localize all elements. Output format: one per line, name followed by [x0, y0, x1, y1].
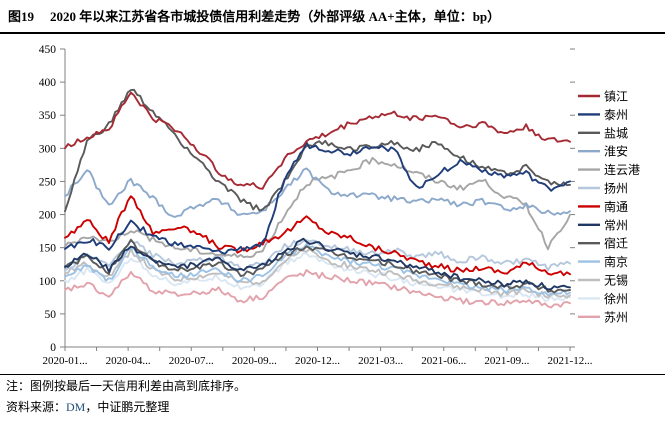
series-line [64, 141, 571, 255]
series-line [64, 88, 571, 213]
legend-item: 常州 [578, 218, 628, 232]
y-tick-label: 200 [39, 210, 57, 222]
legend-item: 镇江 [578, 90, 628, 104]
series-line [64, 269, 571, 309]
x-tick-label: 2021-03... [358, 355, 403, 367]
legend-label: 南通 [604, 199, 628, 214]
figure-title: 图19 2020 年以来江苏省各市城投债信用利差走势（外部评级 AA+主体，单位：… [0, 0, 665, 29]
legend-item: 连云港 [578, 162, 640, 177]
legend-item: 泰州 [578, 108, 628, 122]
legend-item: 淮安 [578, 144, 628, 159]
x-tick-label: 2020-09... [232, 355, 277, 367]
source-rest: ，中证鹏元整理 [85, 400, 170, 414]
source-link: DM [66, 400, 86, 414]
legend-item: 宿迁 [578, 236, 628, 251]
legend-item: 无锡 [578, 273, 628, 288]
legend-item: 扬州 [578, 181, 628, 196]
x-tick-label: 2020-04... [106, 355, 151, 367]
figure-number: 图19 [8, 9, 35, 24]
y-tick-label: 0 [50, 342, 56, 354]
chart-note: 注：图例按最后一天信用利差由高到底排序。 [6, 379, 247, 393]
y-tick-label: 450 [39, 44, 57, 56]
source-note: 资料来源：DM，中证鹏元整理 [0, 396, 665, 417]
legend-item: 南通 [578, 199, 628, 214]
legend-label: 苏州 [604, 310, 628, 324]
source-prefix: 资料来源： [6, 400, 67, 414]
legend-item: 苏州 [578, 310, 628, 324]
x-tick-label: 2020-01... [43, 355, 88, 367]
y-tick-label: 250 [39, 176, 57, 188]
legend-label: 无锡 [604, 273, 628, 288]
legend-label: 南京 [604, 254, 628, 269]
legend-item: 徐州 [578, 291, 628, 306]
legend-item: 南京 [578, 254, 628, 269]
notes-divider [0, 374, 665, 375]
legend-label: 泰州 [604, 108, 628, 122]
legend-label: 常州 [604, 218, 628, 232]
legend-label: 徐州 [604, 291, 628, 306]
series-line [64, 167, 571, 218]
legend-label: 连云港 [604, 162, 640, 177]
legend-label: 盐城 [604, 126, 628, 140]
series-line [64, 237, 571, 291]
legend-item: 盐城 [578, 126, 628, 140]
figure-title-text: 2020 年以来江苏省各市城投债信用利差走势（外部评级 AA+主体，单位：bp） [50, 9, 501, 24]
legend-label: 淮安 [604, 144, 628, 159]
x-tick-label: 2021-09... [484, 355, 529, 367]
legend-label: 扬州 [604, 181, 628, 196]
x-tick-label: 2020-07... [169, 355, 214, 367]
x-tick-label: 2021-06... [421, 355, 466, 367]
y-tick-label: 350 [39, 110, 57, 122]
legend-label: 镇江 [604, 90, 628, 104]
title-divider [0, 32, 665, 34]
series-line [64, 195, 571, 277]
y-tick-label: 300 [39, 143, 57, 155]
y-tick-label: 100 [39, 276, 57, 288]
spread-chart: 0 50 100 150 200 250 300 350 400 450 2020-01... 202… [39, 44, 640, 367]
series-line [64, 247, 571, 299]
y-tick-label: 50 [45, 309, 57, 321]
x-tick-label: 2021-12... [548, 355, 593, 367]
series-line [64, 252, 571, 302]
y-tick-label: 400 [39, 77, 57, 89]
series-line [64, 91, 571, 190]
x-tick-label: 2020-12... [295, 355, 340, 367]
y-tick-label: 150 [39, 243, 57, 255]
legend-label: 宿迁 [604, 236, 628, 251]
